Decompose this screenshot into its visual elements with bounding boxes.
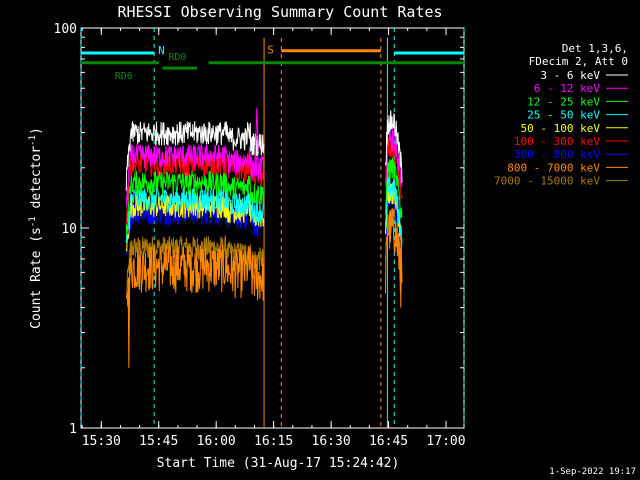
x-tick-label: 16:00 [197,434,236,449]
x-tick-label: 16:30 [312,434,351,449]
legend-header-1: Det 1,3,6, [562,42,628,55]
series-line [385,137,403,199]
rd6-label: RD6 [115,71,133,82]
saa-label: S [267,44,274,57]
series-line [125,151,265,224]
annotations-layer: N S RD0 RD6 [80,28,465,428]
legend-label: 12 - 25 keV [527,95,600,108]
legend-label: 100 - 300 keV [514,135,600,148]
axes-layer: 15:30 15:45 16:00 16:15 16:30 16:45 17:00 1 10 10… [54,22,466,449]
series-line [125,143,265,207]
chart-title: RHESSI Observing Summary Count Rates [117,3,442,21]
footer-date: 1-Sep-2022 19:17 [549,467,636,477]
x-tick-label: 15:30 [82,434,121,449]
series-spike [399,237,403,308]
series-spike [127,272,131,368]
series-line [125,121,265,191]
x-tick-label: 17:00 [426,434,465,449]
legend-label: 25 - 50 keV [527,109,600,122]
series-line [125,244,265,308]
rd0-label: RD0 [168,52,186,63]
x-tick-label: 16:45 [369,434,408,449]
x-tick-label: 15:45 [139,434,178,449]
y-axis-label: Count Rate (s-1 detector-1) [28,127,44,329]
legend-header-2: FDecim 2, Att 0 [529,55,628,68]
y-tick-label: 1 [69,422,77,437]
x-axis-label: Start Time (31-Aug-17 15:24:42) [157,456,400,471]
x-tick-label: 16:15 [254,434,293,449]
series-line [385,110,403,183]
series-line [385,208,403,294]
series-line [125,187,265,244]
night-label: N [158,44,165,57]
legend-label: 50 - 100 keV [521,122,601,135]
data-layer [125,107,403,368]
y-tick-label: 10 [61,222,77,237]
legend-label: 300 - 800 keV [514,148,600,161]
series-line [385,176,403,247]
series-line [385,157,403,219]
y-tick-label: 100 [54,22,77,37]
series-line [125,170,265,237]
legend-label: 7000 - 15000 keV [494,175,600,188]
series-spike [254,107,259,160]
series-line [125,234,265,298]
legend-label: 3 - 6 keV [540,69,600,82]
legend-label: 800 - 7000 keV [507,161,600,174]
legend-label: 6 - 12 keV [534,82,601,95]
